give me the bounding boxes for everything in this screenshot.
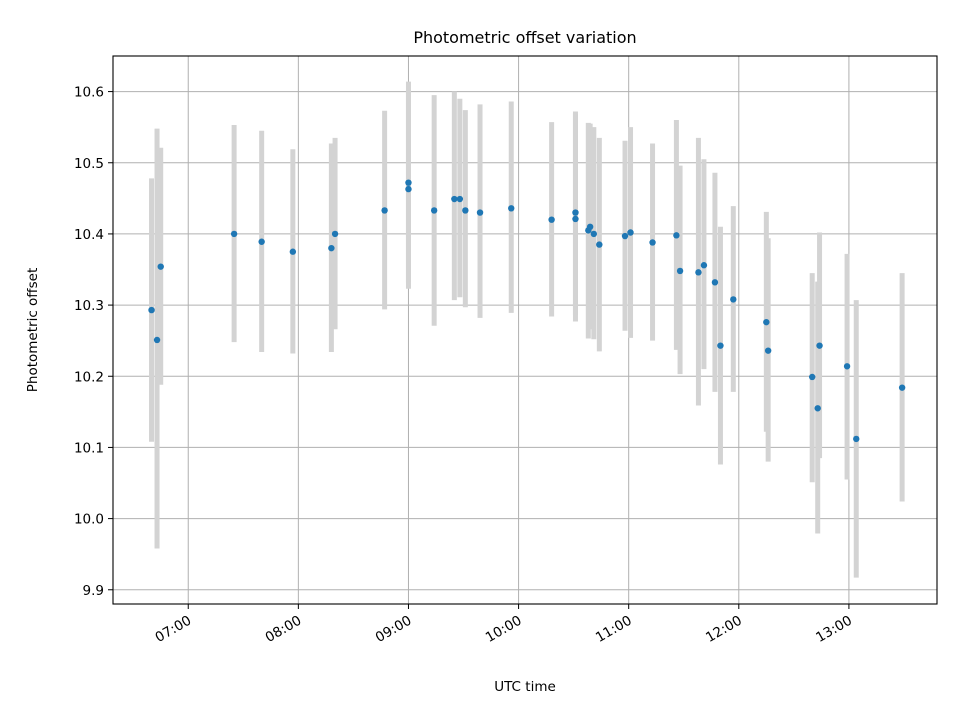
data-point xyxy=(456,195,464,203)
data-point xyxy=(764,347,772,354)
x-tick-label: 09:00 xyxy=(373,613,415,646)
x-tick-label: 08:00 xyxy=(263,613,305,646)
data-point xyxy=(809,373,816,381)
y-tick-label: 10.2 xyxy=(74,369,104,385)
y-tick-label: 10.4 xyxy=(74,227,104,243)
data-point xyxy=(649,239,656,246)
plot-frame xyxy=(112,55,938,605)
error-bars xyxy=(149,81,905,578)
data-point xyxy=(621,232,629,240)
y-tick-label: 10.1 xyxy=(74,440,104,456)
y-axis-ticks: 9.9 10.0 10.1 10.2 10.3 10.4 10.5 10.6 xyxy=(74,85,113,599)
data-point xyxy=(717,342,724,349)
x-axis-ticks: 07:00 08:00 09:00 10:00 11:00 12:00 13:00 xyxy=(153,604,855,646)
y-tick-label: 10.3 xyxy=(74,298,104,314)
y-tick-label: 9.9 xyxy=(83,583,104,599)
data-point xyxy=(572,215,579,223)
data-point xyxy=(673,232,680,239)
data-point xyxy=(816,342,823,349)
data-point xyxy=(289,248,297,255)
data-point xyxy=(328,244,335,252)
x-tick-label: 12:00 xyxy=(703,613,745,646)
data-point xyxy=(462,207,469,214)
data-points xyxy=(148,179,906,443)
x-tick-label: 13:00 xyxy=(813,613,855,646)
data-point xyxy=(711,279,719,286)
x-axis-label: UTC time xyxy=(494,679,556,695)
data-point xyxy=(381,207,388,214)
x-tick-label: 10:00 xyxy=(483,613,525,646)
y-tick-label: 10.5 xyxy=(74,156,104,172)
data-point xyxy=(700,262,708,269)
data-point xyxy=(153,336,161,344)
data-point xyxy=(405,185,412,193)
data-point xyxy=(590,230,598,238)
data-point xyxy=(730,296,737,303)
data-point xyxy=(695,269,702,276)
data-point xyxy=(586,223,594,231)
x-tick-label: 07:00 xyxy=(153,613,195,646)
x-tick-label: 11:00 xyxy=(593,613,635,646)
data-point xyxy=(676,267,684,275)
data-point xyxy=(476,209,484,216)
data-point xyxy=(627,229,634,236)
data-point xyxy=(405,179,412,186)
data-point xyxy=(763,318,770,326)
data-point xyxy=(508,205,515,212)
y-tick-label: 10.6 xyxy=(74,85,104,101)
data-point xyxy=(451,195,458,203)
data-point xyxy=(898,384,906,391)
y-axis-label: Photometric offset xyxy=(25,268,41,392)
chart-title: Photometric offset variation xyxy=(413,28,636,47)
data-point xyxy=(331,230,339,238)
data-point xyxy=(148,306,155,314)
data-point xyxy=(814,405,821,412)
data-point xyxy=(430,207,438,214)
data-point xyxy=(843,363,851,370)
y-tick-label: 10.0 xyxy=(74,512,104,528)
data-point xyxy=(258,238,265,245)
data-point xyxy=(230,230,238,238)
data-point xyxy=(157,263,164,270)
data-point xyxy=(572,209,579,216)
data-point xyxy=(596,241,603,248)
data-point xyxy=(853,435,860,443)
data-point xyxy=(548,216,555,223)
